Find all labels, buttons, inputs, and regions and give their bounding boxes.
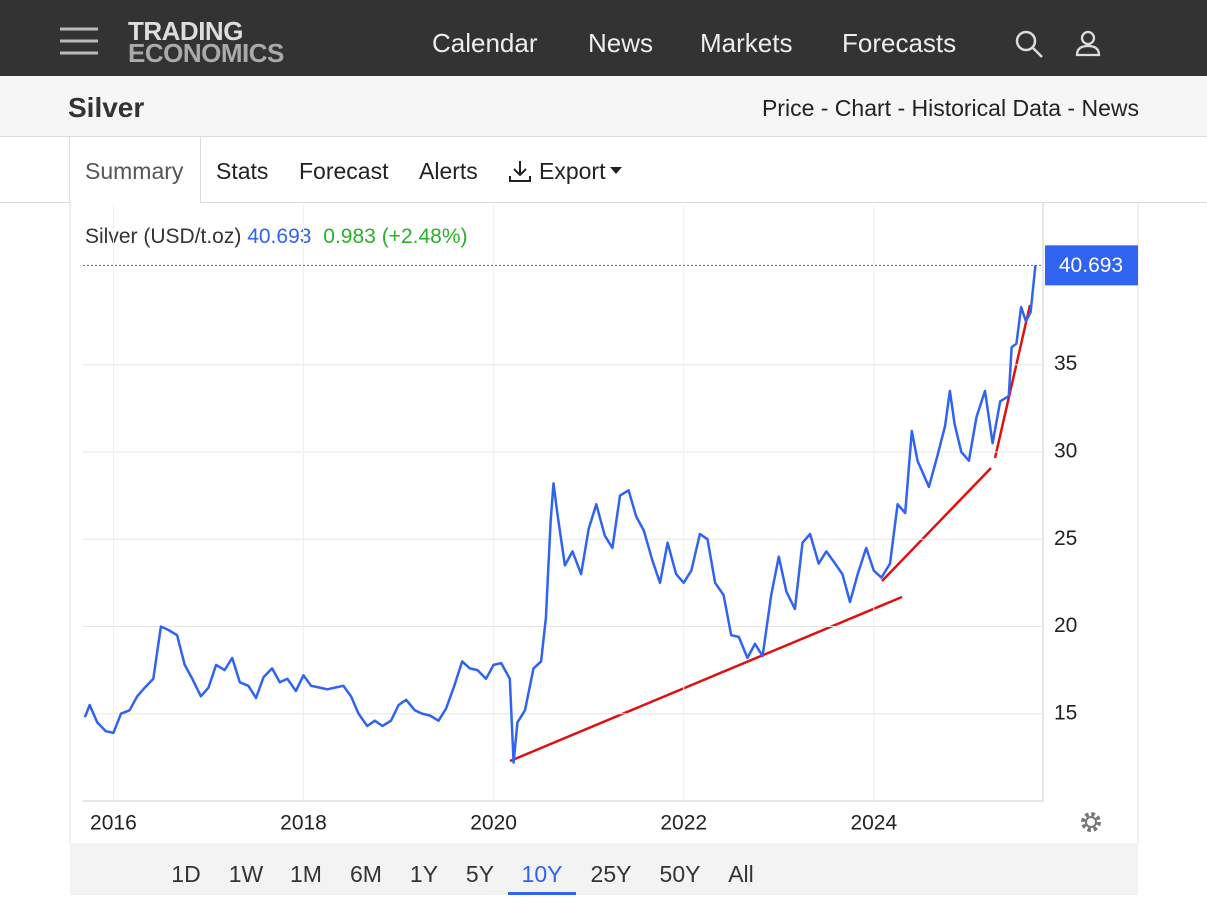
y-tick-label: 25 [1054,527,1077,550]
x-tick-label: 2024 [850,812,897,835]
top-bar: TRADING ECONOMICS Calendar News Markets … [0,0,1207,76]
x-tick-label: 2018 [280,812,327,835]
price-line [83,265,1037,764]
x-tick-label: 2016 [90,812,137,835]
header-links[interactable]: Price - Chart - Historical Data - News [761,95,1139,121]
range-button[interactable]: 1Y [409,861,439,887]
range-bar: 1D 1W 1M 6M 1Y 5Y 10Y 25Y 50Y All [70,843,1138,895]
tab[interactable]: Summary [85,158,184,184]
quote-change-pct: (+2.48%) [381,225,468,248]
y-tick-label: 30 [1054,439,1077,462]
tab[interactable]: Stats [216,158,269,184]
y-tick-label: 20 [1054,614,1077,637]
logo[interactable]: ECONOMICS [128,38,284,68]
trend-line [881,467,992,582]
range-button[interactable]: 50Y [659,861,701,887]
trend-line [993,304,1032,459]
x-tick-label: 2022 [660,812,707,835]
settings-icon[interactable] [1081,812,1101,832]
range-button[interactable]: 1W [228,861,264,887]
sub-header: Silver Price - Chart - Historical Data -… [0,76,1207,137]
range-button[interactable]: All [728,861,754,887]
last-price-badge [1045,245,1138,286]
menu-icon[interactable] [60,27,98,55]
tab[interactable]: Alerts [419,158,478,184]
nav-link[interactable]: Calendar [432,28,538,58]
chart: 15 20 25 30 35 2016 2018 2020 2022 2024 40.693 [69,203,1139,843]
nav-link[interactable]: Forecasts [842,28,957,58]
caret [610,167,622,174]
plot: 15 20 25 30 35 2016 2018 2020 2022 2024 40.693 [69,203,1139,843]
nav-link[interactable]: Markets [700,28,793,58]
page-title: Silver [68,92,145,123]
range-button[interactable]: 5Y [465,861,495,887]
range-button[interactable]: 10Y [508,861,576,895]
download-icon[interactable] [508,159,534,185]
y-tick-label: 15 [1054,701,1077,724]
quote-line: Silver (USD/t.oz) 40.693 0.983 (+2.48%) [85,225,467,249]
range-button[interactable]: 1D [171,861,201,887]
tab[interactable]: Export [539,158,606,184]
search-icon[interactable] [1014,29,1044,59]
x-tick-label: 2020 [470,812,517,835]
nav-link[interactable]: News [588,28,654,58]
y-tick-label: 35 [1054,352,1077,375]
tab-bar: Summary Stats Forecast Alerts Export [0,137,1207,203]
quote-price: 40.693 [247,225,312,248]
trend-line [509,595,903,763]
range-button[interactable]: 1M [290,861,322,887]
quote-name: Silver (USD/t.oz) [85,225,242,248]
range-button[interactable]: 25Y [590,861,632,887]
tab[interactable]: Forecast [299,158,389,184]
last-price-label: 40.693 [1059,254,1123,277]
active-tab-bg [69,137,201,203]
range-button[interactable]: 6M [350,861,382,887]
logo[interactable]: TRADING [128,16,243,46]
user-icon[interactable] [1074,29,1104,59]
quote-change: 0.983 [323,225,376,248]
